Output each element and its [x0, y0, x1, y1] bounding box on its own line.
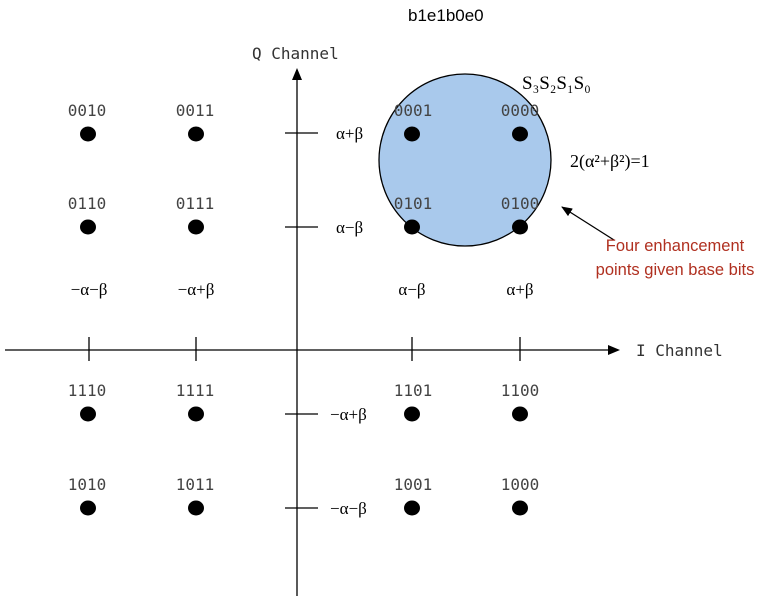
symbol-label: 0000: [501, 101, 540, 120]
constellation-point: [188, 219, 204, 235]
radius-equation: 2(α²+β²)=1: [570, 151, 650, 172]
i-tick-label: α−β: [398, 280, 425, 299]
constellation-point: [188, 406, 204, 422]
symbol-label: 0110: [68, 194, 107, 213]
symbol-label: 0011: [176, 101, 215, 120]
q-tick-label: −α+β: [330, 405, 367, 424]
i-tick-label: α+β: [506, 280, 533, 299]
symbol-label: 1001: [394, 475, 433, 494]
bit-order-label: b1e1b0e0: [408, 6, 484, 25]
constellation-point: [512, 126, 528, 142]
constellation-point: [512, 406, 528, 422]
symbol-label: 0101: [394, 194, 433, 213]
enhancement-region-circle: [378, 73, 552, 247]
constellation-point: [188, 126, 204, 142]
callout-text-line2: points given base bits: [596, 261, 755, 279]
callout-text-line1: Four enhancement: [606, 237, 745, 255]
constellation-point: [80, 500, 96, 516]
symbol-label: 1100: [501, 381, 540, 400]
i-axis-label: I Channel: [636, 341, 723, 360]
constellation-point: [404, 406, 420, 422]
q-tick-label: α−β: [336, 218, 363, 237]
constellation-point: [80, 406, 96, 422]
callout-arrow: [561, 206, 615, 241]
constellation-point: [404, 500, 420, 516]
q-axis-ticks: α+β α−β −α+β −α−β: [285, 124, 367, 518]
symbol-label: 1000: [501, 475, 540, 494]
symbol-label: 1010: [68, 475, 107, 494]
i-tick-label: −α−β: [71, 280, 108, 299]
constellation-point: [404, 126, 420, 142]
symbol-label: 0001: [394, 101, 433, 120]
symbol-label: 1110: [68, 381, 107, 400]
constellation-point: [80, 126, 96, 142]
constellation-point: [80, 219, 96, 235]
symbol-label: 1101: [394, 381, 433, 400]
symbol-label: 0100: [501, 194, 540, 213]
i-tick-label: −α+β: [178, 280, 215, 299]
symbol-label: 1111: [176, 381, 215, 400]
symbol-label: 0111: [176, 194, 215, 213]
q-axis-label: Q Channel: [252, 44, 339, 63]
symbol-order-label: S₃S₂S₁S₀: [522, 73, 591, 94]
symbol-label: 1011: [176, 475, 215, 494]
constellation-points: 0010 0011 0001 0000 0110 0111 0101 0100 …: [68, 101, 540, 516]
symbol-label: 0010: [68, 101, 107, 120]
q-tick-label: α+β: [336, 124, 363, 143]
q-tick-label: −α−β: [330, 499, 367, 518]
i-axis-ticks: −α−β −α+β α−β α+β: [71, 280, 534, 361]
constellation-point: [512, 500, 528, 516]
constellation-point: [404, 219, 420, 235]
constellation-point: [512, 219, 528, 235]
constellation-point: [188, 500, 204, 516]
